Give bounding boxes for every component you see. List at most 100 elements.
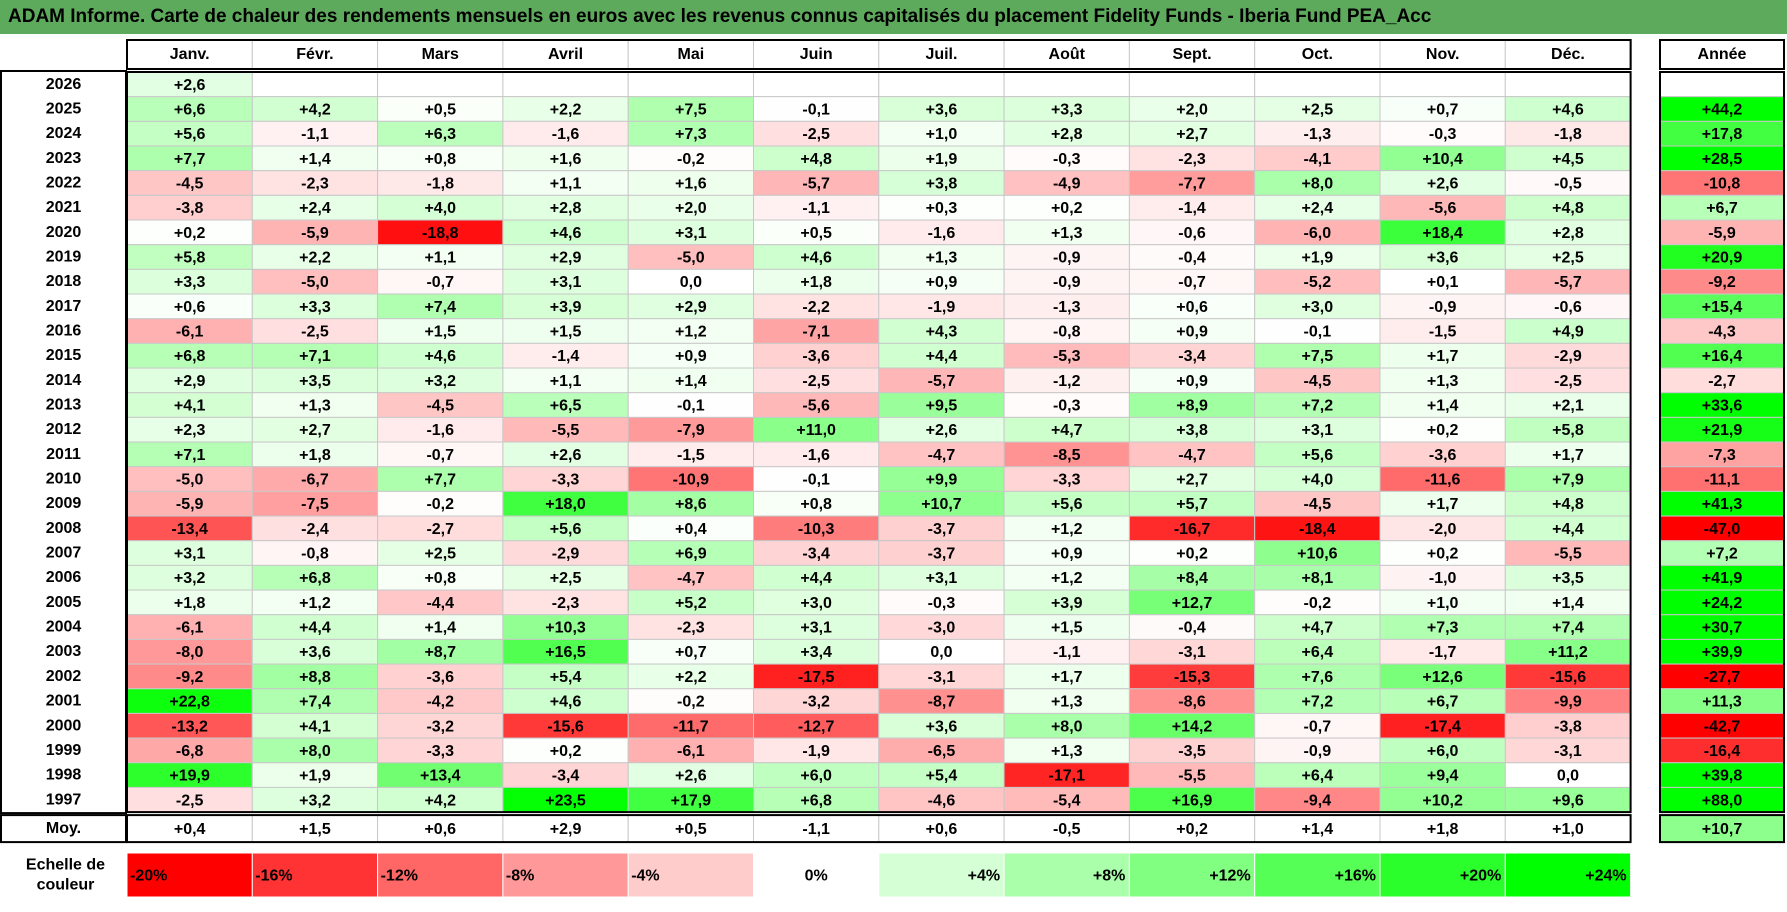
- annual-cell-value: +39,9: [1702, 644, 1743, 661]
- heatmap-cell: [1128, 392, 1256, 418]
- heatmap-cell-value: -6,8: [176, 743, 204, 760]
- heatmap-cell: [1504, 96, 1632, 122]
- heatmap-cell-value: -0,5: [1554, 176, 1582, 193]
- year-label: 2007: [46, 545, 82, 562]
- heatmap-cell-value: +10,3: [545, 620, 586, 637]
- heatmap-cell: [251, 342, 379, 369]
- scale-stop-label: -16%: [255, 868, 292, 885]
- heatmap-cell: [377, 564, 504, 591]
- year-label: 2013: [46, 397, 82, 414]
- heatmap-cell-value: +7,2: [1302, 398, 1334, 415]
- heatmap-cell-value: +1,2: [1051, 570, 1083, 587]
- year-label: 1997: [46, 791, 82, 808]
- heatmap-cell-value: -10,3: [798, 521, 835, 538]
- heatmap-cell-value: +7,3: [675, 126, 707, 143]
- heatmap-cell: [1128, 614, 1256, 640]
- average-annual-value: +10,7: [1702, 821, 1743, 838]
- average-cell-value: +1,5: [299, 821, 331, 838]
- year-label: 1999: [46, 742, 82, 759]
- annual-cell-value: -9,2: [1708, 274, 1736, 291]
- heatmap-cell-value: +18,0: [545, 496, 586, 513]
- heatmap-cell-value: +1,4: [1427, 398, 1459, 415]
- heatmap-cell-value: +3,8: [1176, 422, 1208, 439]
- heatmap-cell: [1504, 244, 1632, 270]
- annual-cell-value: +28,5: [1702, 151, 1743, 168]
- heatmap-cell-value: -15,6: [1550, 669, 1587, 686]
- annual-cell-value: +30,7: [1702, 620, 1743, 637]
- heatmap-cell: [377, 120, 504, 147]
- heatmap-cell-value: +3,1: [675, 225, 707, 242]
- heatmap-cell-value: +0,8: [424, 570, 456, 587]
- heatmap-cell-value: +2,7: [299, 422, 331, 439]
- scale-swatch: [753, 852, 880, 898]
- year-label: 2023: [46, 150, 82, 167]
- heatmap-cell-value: +1,7: [1552, 447, 1584, 464]
- scale-stop-label: +24%: [1585, 868, 1626, 885]
- heatmap-cell: [126, 762, 253, 788]
- heatmap-cell: [1379, 466, 1506, 492]
- heatmap-cell-value: +8,6: [675, 496, 707, 513]
- heatmap-cell-value: -0,9: [1053, 274, 1081, 291]
- grid-border: [126, 71, 1632, 814]
- annual-cell: [1659, 318, 1785, 344]
- heatmap-cell: [1504, 145, 1632, 172]
- year-label: 2016: [46, 323, 82, 340]
- heatmap-cell-value: -3,6: [426, 669, 454, 686]
- heatmap-cell-value: +5,4: [550, 669, 582, 686]
- heatmap-cell-value: +0,5: [800, 225, 832, 242]
- heatmap-cell-value: -17,1: [1049, 768, 1086, 785]
- heatmap-cell: [1003, 71, 1130, 98]
- heatmap-cell-value: -4,6: [928, 792, 956, 809]
- heatmap-cell-value: -4,5: [1304, 496, 1332, 513]
- heatmap-cell-value: +16,9: [1172, 792, 1213, 809]
- month-header-label: Oct.: [1302, 46, 1333, 63]
- heatmap-cell: [1504, 466, 1632, 492]
- heatmap-cell-value: +7,5: [1302, 348, 1334, 365]
- heatmap-cell-value: +1,0: [926, 126, 958, 143]
- heatmap-cell-value: +16,5: [545, 644, 586, 661]
- heatmap-cell-value: +0,8: [424, 151, 456, 168]
- heatmap-cell-value: +0,2: [1427, 546, 1459, 563]
- heatmap-cell-value: +1,5: [550, 324, 582, 341]
- heatmap-cell: [1254, 145, 1381, 172]
- heatmap-cell: [753, 120, 880, 147]
- heatmap-cell: [377, 170, 504, 196]
- heatmap-cell-value: -1,8: [1554, 126, 1582, 143]
- month-header-label: Sept.: [1172, 46, 1211, 63]
- heatmap-cell: [126, 293, 253, 320]
- heatmap-cell-value: -3,6: [1429, 447, 1457, 464]
- heatmap-cell: [377, 342, 504, 369]
- heatmap-cell-value: -13,4: [171, 521, 208, 538]
- heatmap-cell-value: +7,3: [1427, 620, 1459, 637]
- heatmap-cell: [502, 293, 629, 320]
- heatmap-cell: [1128, 638, 1256, 665]
- heatmap-cell: [753, 515, 880, 542]
- heatmap-cell-value: +2,9: [550, 250, 582, 267]
- heatmap-cell: [1128, 762, 1256, 788]
- heatmap-cell: [1003, 342, 1130, 369]
- heatmap-cell-value: +1,9: [299, 768, 331, 785]
- heatmap-cell: [251, 762, 379, 788]
- heatmap-cell-value: +4,6: [800, 250, 832, 267]
- heatmap-cell-value: +8,0: [1302, 176, 1334, 193]
- heatmap-cell: [1003, 564, 1130, 591]
- heatmap-cell-value: +1,2: [299, 595, 331, 612]
- average-cell: [502, 814, 629, 843]
- heatmap-cell: [1379, 564, 1506, 591]
- annual-cell-value: +6,7: [1706, 200, 1738, 217]
- heatmap-cell: [878, 342, 1005, 369]
- heatmap-cell-value: +3,3: [299, 299, 331, 316]
- heatmap-cell: [1254, 96, 1381, 122]
- heatmap-cell: [627, 145, 755, 172]
- heatmap-cell-value: -1,5: [1429, 324, 1457, 341]
- heatmap-cell-value: -4,7: [928, 447, 956, 464]
- heatmap-cell-value: +12,6: [1422, 669, 1463, 686]
- year-label: 2002: [46, 668, 82, 685]
- heatmap-cell: [627, 244, 755, 270]
- heatmap-cell-value: +0,7: [675, 644, 707, 661]
- heatmap-cell-value: +3,4: [800, 644, 832, 661]
- annual-cell: [1659, 712, 1785, 739]
- scale-swatch: [1254, 852, 1381, 898]
- heatmap-cell: [1254, 392, 1381, 418]
- heatmap-cell-value: -1,1: [802, 200, 830, 217]
